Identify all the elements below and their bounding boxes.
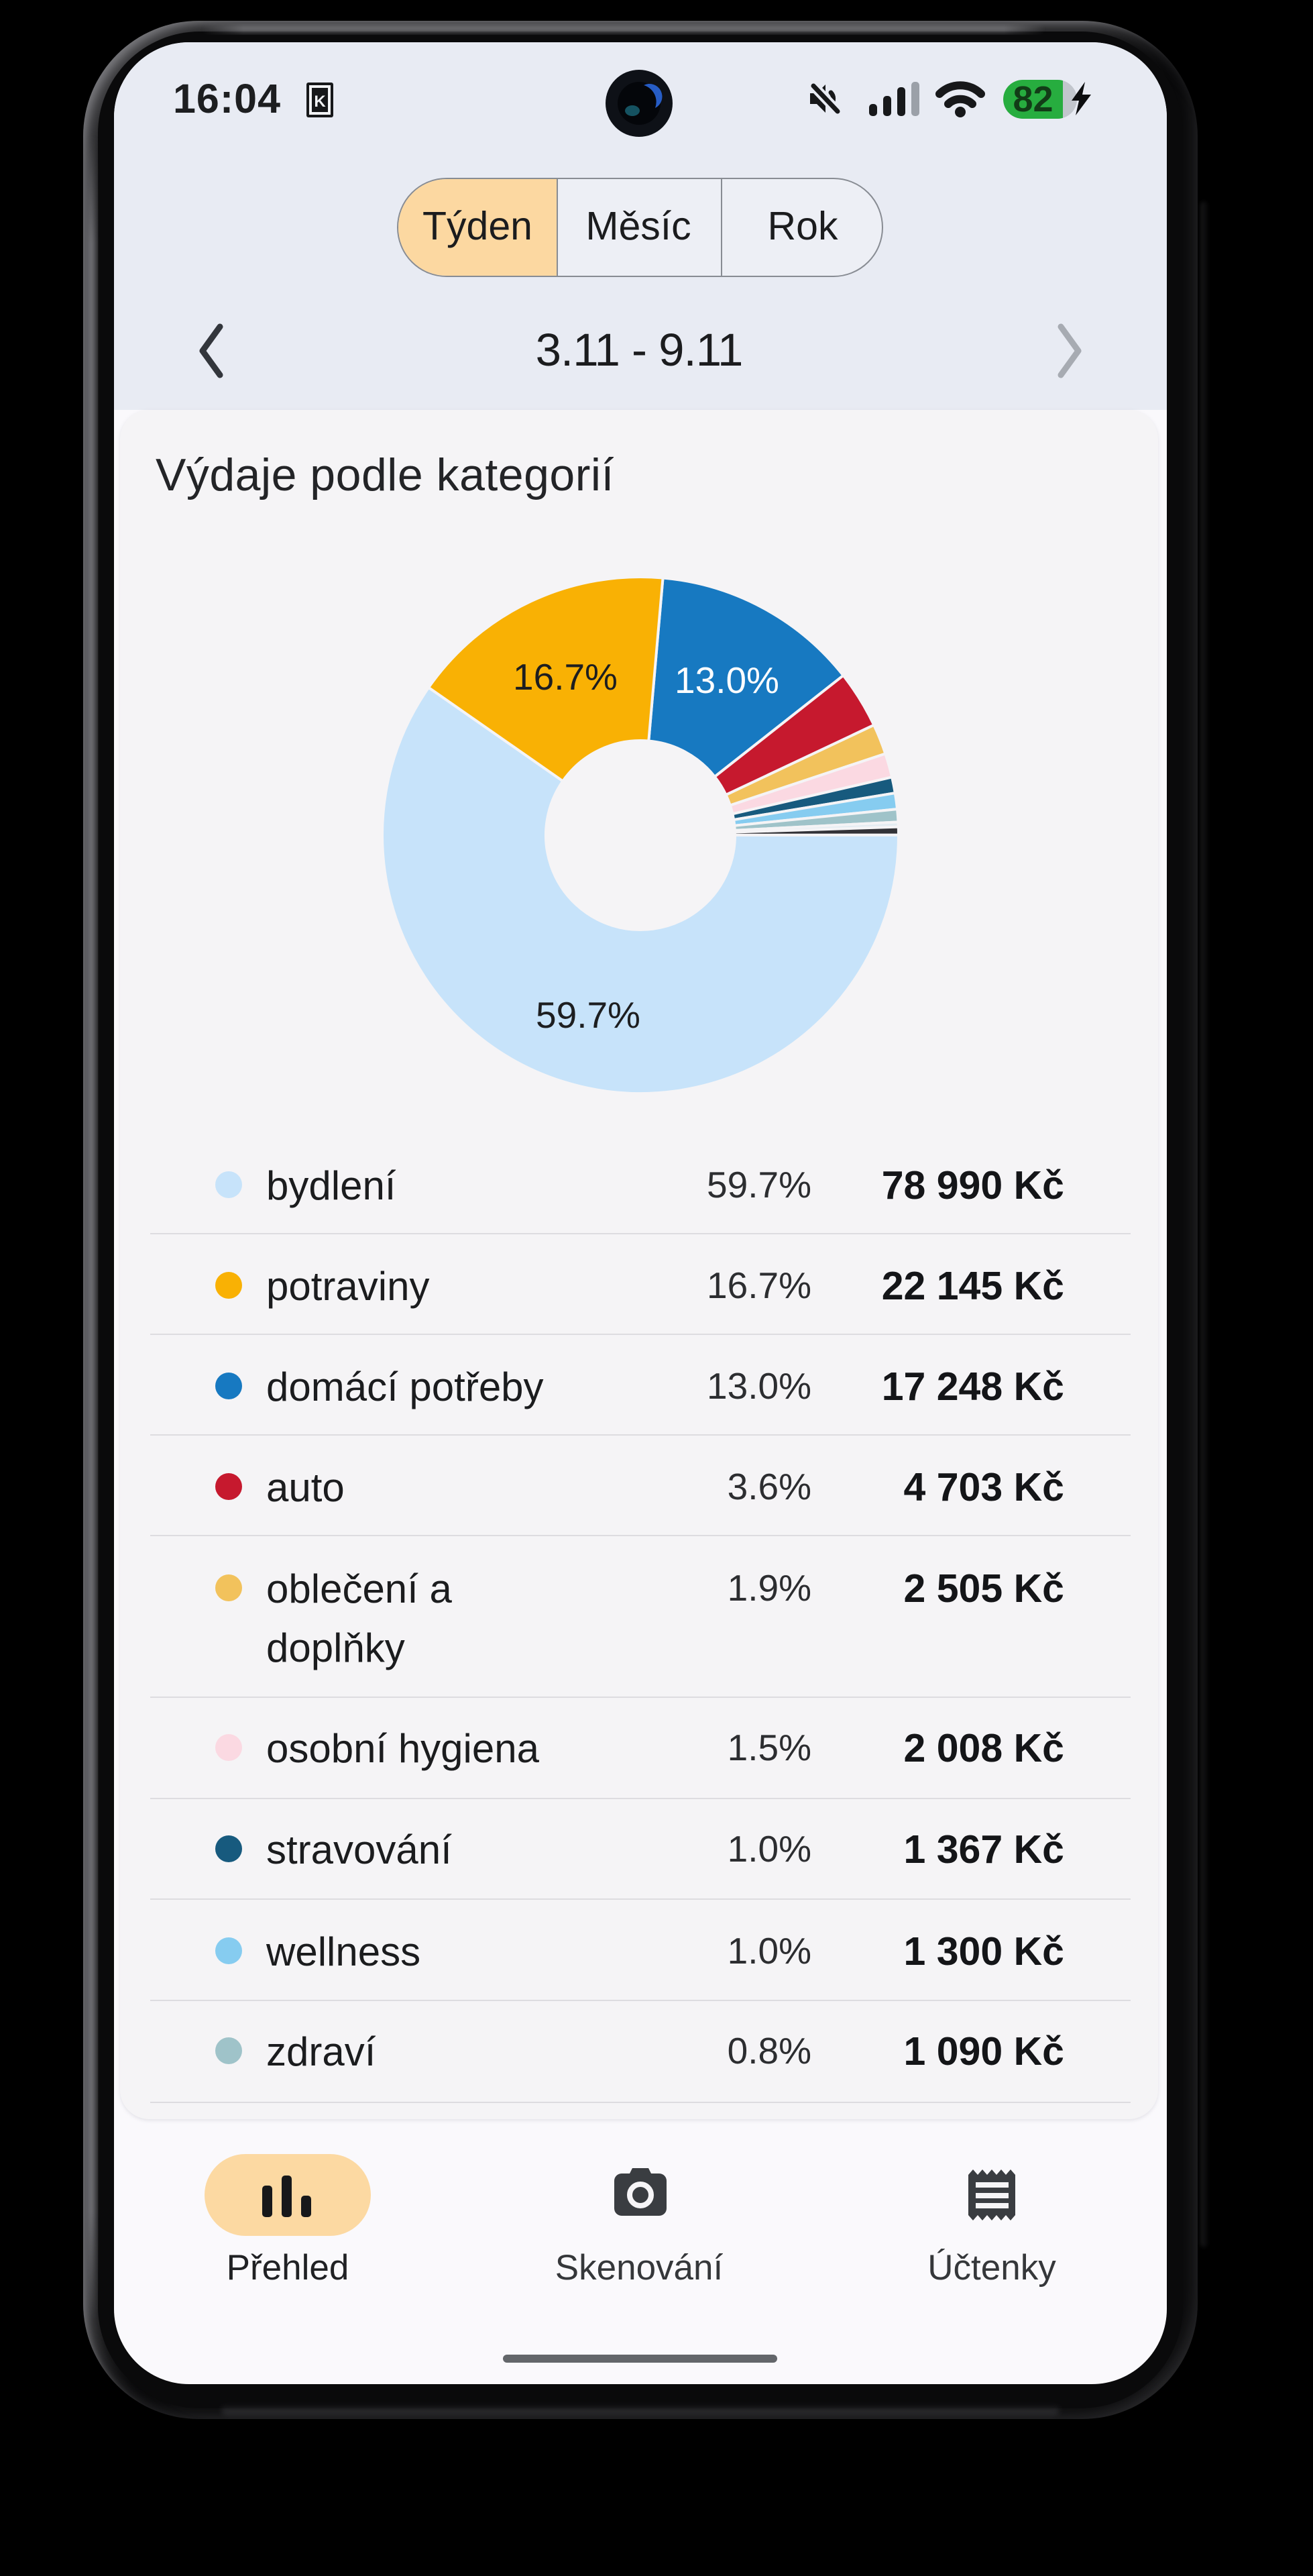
svg-text:K: K (314, 93, 326, 111)
svg-text:13.0%: 13.0% (675, 659, 779, 701)
svg-text:59.7%: 59.7% (536, 994, 640, 1036)
svg-text:16.7%: 16.7% (513, 656, 618, 698)
